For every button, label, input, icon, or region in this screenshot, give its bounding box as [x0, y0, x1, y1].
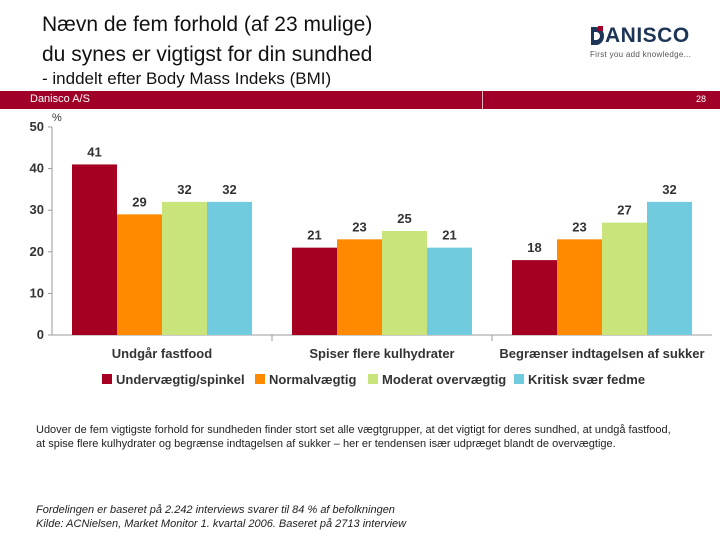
legend-swatch — [368, 374, 378, 384]
legend-swatch — [102, 374, 112, 384]
data-label: 21 — [307, 228, 321, 243]
logo-tagline: First you add knowledge... — [590, 50, 692, 59]
title-line-1: Nævn de fem forhold (af 23 mulige) — [42, 13, 373, 36]
data-label: 32 — [662, 182, 676, 197]
bar — [382, 231, 427, 335]
data-label: 18 — [527, 240, 541, 255]
bar — [647, 201, 692, 335]
legend-swatch — [514, 374, 524, 384]
bar — [557, 239, 602, 335]
bar — [162, 201, 207, 335]
legend-swatch — [255, 374, 265, 384]
category-label: Begrænser indtagelsen af sukker — [499, 346, 704, 361]
bar — [512, 260, 557, 335]
legend-label: Kritisk svær fedme — [528, 372, 645, 387]
data-label: 27 — [617, 203, 631, 218]
page-number: 28 — [695, 94, 706, 104]
strip-divider — [482, 91, 483, 109]
y-tick-label: 50 — [30, 119, 44, 134]
data-label: 32 — [222, 182, 236, 197]
category-label: Undgår fastfood — [112, 346, 212, 361]
bar — [337, 239, 382, 335]
y-axis-label: % — [52, 112, 62, 124]
y-tick-label: 40 — [30, 161, 44, 176]
data-label: 41 — [87, 144, 101, 159]
bar — [602, 222, 647, 335]
category-label: Spiser flere kulhydrater — [309, 346, 454, 361]
data-label: 25 — [397, 211, 411, 226]
y-tick-label: 20 — [30, 244, 44, 259]
footnote-line-1: Fordelingen er baseret på 2.242 intervie… — [36, 504, 395, 516]
page-title: Nævn de fem forhold (af 23 mulige) du sy… — [42, 10, 372, 70]
legend-label: Moderat overvægtig — [382, 372, 506, 387]
data-label: 32 — [177, 182, 191, 197]
y-tick-label: 30 — [30, 202, 44, 217]
bar — [427, 247, 472, 335]
y-tick-label: 0 — [37, 327, 44, 342]
legend-label: Normalvægtig — [269, 372, 356, 387]
bar — [72, 164, 117, 335]
danisco-d-icon — [591, 26, 604, 45]
legend-label: Undervægtig/spinkel — [116, 372, 245, 387]
data-label: 21 — [442, 228, 456, 243]
bar — [207, 201, 252, 335]
data-label: 23 — [352, 219, 366, 234]
footnote: Fordelingen er baseret på 2.242 intervie… — [36, 503, 406, 531]
title-line-2: du synes er vigtigst for din sundhed — [42, 43, 373, 66]
data-label: 29 — [132, 194, 146, 209]
y-tick-label: 10 — [30, 285, 44, 300]
bar-chart: 0 10 20 30 40 50% 41 29 32 32 Undgår fastfood 21 23 2… — [30, 112, 712, 387]
bar — [292, 247, 337, 335]
logo-word: ANISCO — [605, 24, 690, 47]
danisco-logo: ANISCO First you add knowledge... — [590, 24, 715, 59]
bar — [117, 214, 162, 335]
body-text: Udover de fem vigtigste forhold for sund… — [36, 424, 671, 450]
data-label: 23 — [572, 219, 586, 234]
header-strip: Danisco A/S 28 — [0, 91, 720, 109]
footnote-line-2: Kilde: ACNielsen, Market Monitor 1. kvar… — [36, 518, 407, 530]
page-subtitle: - inddelt efter Body Mass Indeks (BMI) — [42, 69, 332, 88]
company-name: Danisco A/S — [30, 93, 90, 105]
